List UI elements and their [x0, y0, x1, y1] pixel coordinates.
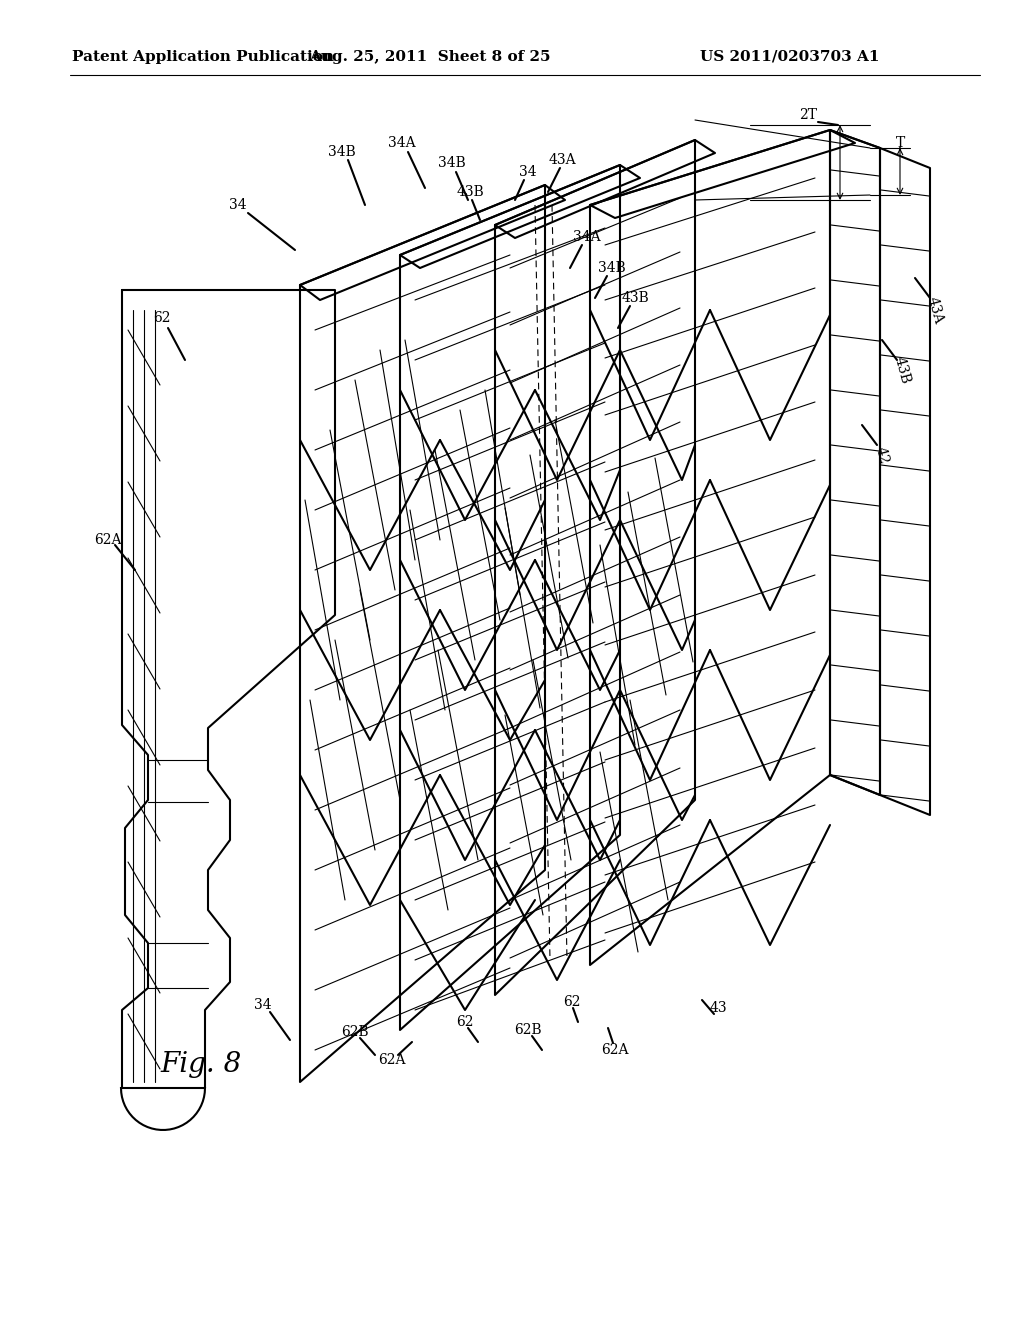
Text: 2T: 2T [799, 108, 817, 121]
Text: 62B: 62B [514, 1023, 542, 1038]
Text: Fig. 8: Fig. 8 [160, 1052, 242, 1078]
Text: 62: 62 [563, 995, 581, 1008]
Text: 42: 42 [872, 445, 891, 466]
Text: Patent Application Publication: Patent Application Publication [72, 50, 334, 63]
Text: 62: 62 [154, 312, 171, 325]
Text: 34A: 34A [388, 136, 416, 150]
Text: 62A: 62A [601, 1043, 629, 1057]
Text: 34: 34 [519, 165, 537, 180]
Text: 43B: 43B [622, 290, 649, 305]
Text: US 2011/0203703 A1: US 2011/0203703 A1 [700, 50, 880, 63]
Text: 34: 34 [254, 998, 271, 1012]
Text: 34B: 34B [328, 145, 356, 158]
Text: 43A: 43A [925, 294, 945, 325]
Text: 62: 62 [457, 1015, 474, 1030]
Text: 43A: 43A [548, 153, 575, 168]
Text: 62A: 62A [378, 1053, 406, 1067]
Text: 34B: 34B [438, 156, 466, 170]
Text: 62A: 62A [94, 533, 122, 546]
Text: Aug. 25, 2011  Sheet 8 of 25: Aug. 25, 2011 Sheet 8 of 25 [309, 50, 551, 63]
Text: 34B: 34B [598, 261, 626, 275]
Text: T: T [895, 136, 904, 150]
Text: 43B: 43B [456, 185, 484, 199]
Text: 62B: 62B [341, 1026, 369, 1039]
Text: 43: 43 [710, 1001, 727, 1015]
Text: 43B: 43B [892, 355, 912, 385]
Text: 34A: 34A [573, 230, 601, 244]
Text: 34: 34 [229, 198, 247, 213]
